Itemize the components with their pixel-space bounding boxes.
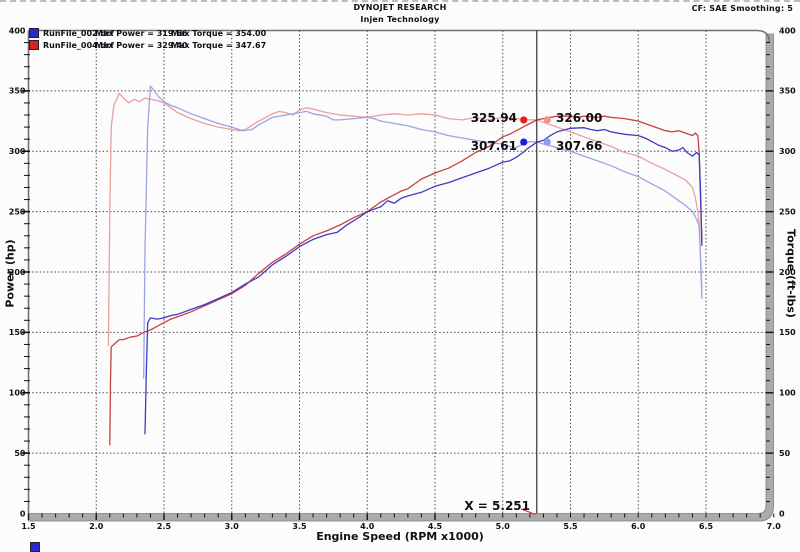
cursor-marker-power	[520, 116, 528, 124]
x-tick-label: 3.0	[225, 522, 240, 531]
x-tick-label: 7.0	[767, 522, 782, 531]
correction-smoothing-label: CF: SAE Smoothing: 5	[691, 4, 793, 13]
cursor-readout-power-run002: 307.61	[470, 139, 517, 153]
legend: RunFile_002.drf Max Power = 319.66 Max T…	[29, 27, 266, 51]
y-right-tick-label: 200	[779, 268, 796, 277]
x-tick-label: 6.0	[631, 522, 646, 531]
y-right-tick-label: 0	[779, 509, 785, 518]
x-tick-label: 1.5	[21, 522, 36, 531]
y-right-tick-label: 50	[779, 449, 791, 458]
legend-max-power: Max Power = 319.66	[95, 28, 188, 38]
legend-max-torque: Max Torque = 354.00	[171, 28, 267, 38]
legend-row-run004[interactable]: RunFile_004.drf Max Power = 329.40 Max T…	[29, 39, 266, 51]
x-tick-label: 4.5	[428, 522, 443, 531]
series-power_002	[144, 127, 703, 435]
x-tick-label: 5.0	[496, 522, 511, 531]
x-tick-label: 4.0	[360, 522, 375, 531]
x-tick-label: 6.5	[699, 522, 714, 531]
y-left-tick-label: 250	[9, 207, 26, 216]
legend-max-torque: Max Torque = 347.67	[171, 40, 267, 50]
y-right-tick-label: 400	[779, 26, 796, 35]
cursor-x-label: X = 5.251	[464, 499, 530, 513]
x-tick-label: 5.5	[563, 522, 578, 531]
run002-color-swatch	[29, 28, 39, 38]
top-window-edge	[0, 0, 800, 2]
page-title: DYNOJET RESEARCH	[353, 3, 447, 12]
x-tick-label: 2.0	[89, 522, 104, 531]
legend-max-power: Max Power = 329.40	[95, 40, 188, 50]
legend-run-file: RunFile_004.drf	[43, 40, 114, 50]
page-subtitle: Injen Technology	[360, 15, 440, 24]
legend-run-file: RunFile_002.drf	[43, 28, 114, 38]
y-left-tick-label: 50	[14, 449, 26, 458]
x-tick-label: 3.5	[292, 522, 307, 531]
run004-color-swatch	[29, 40, 39, 50]
axis-bars	[28, 33, 774, 522]
series-torque_002	[143, 85, 703, 379]
series-torque_004	[107, 92, 703, 347]
y-axis-left-title: Power (hp)	[3, 239, 17, 308]
x-tick-label: 2.5	[157, 522, 172, 531]
y-right-tick-label: 250	[779, 207, 796, 216]
y-left-tick-label: 100	[9, 389, 26, 398]
y-right-tick-label: 100	[779, 389, 796, 398]
y-left-tick-label: 150	[9, 328, 26, 337]
cursor-readout-torque-run002: 307.66	[556, 139, 603, 153]
top-right-corner	[756, 29, 771, 44]
y-right-tick-label: 350	[779, 87, 796, 96]
y-right-tick-label: 150	[779, 328, 796, 337]
x-axis-title: Engine Speed (RPM x1000)	[316, 530, 484, 543]
cursor-marker-torque	[543, 116, 551, 124]
cursor-pointer-line	[520, 508, 536, 516]
next-chart-legend-swatch-cutoff	[30, 542, 40, 552]
cursor-readout-power-run004: 325.94	[470, 111, 517, 125]
y-left-tick-label: 400	[9, 26, 26, 35]
cursor-marker-power	[520, 138, 528, 146]
y-right-tick-label: 300	[779, 147, 796, 156]
y-left-tick-label: 350	[9, 87, 26, 96]
legend-row-run002[interactable]: RunFile_002.drf Max Power = 319.66 Max T…	[29, 27, 266, 39]
cursor-marker-torque	[543, 138, 551, 146]
y-axis-right-title: Torque (ft-lbs)	[784, 229, 798, 318]
y-left-tick-label: 200	[9, 268, 26, 277]
y-left-tick-label: 300	[9, 147, 26, 156]
cursor-readout-torque-run004: 326.00	[556, 111, 603, 125]
y-left-tick-label: 0	[20, 509, 26, 518]
series-power_004	[109, 115, 703, 446]
